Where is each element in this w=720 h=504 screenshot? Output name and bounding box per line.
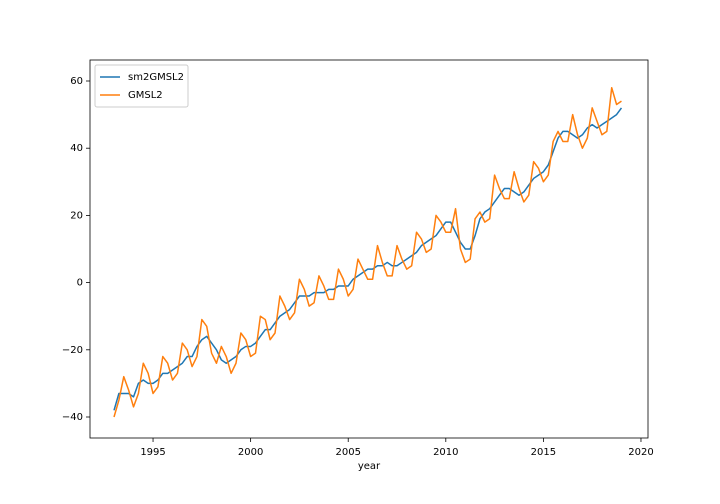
x-tick-label: 2020	[628, 447, 653, 458]
y-tick-label: −40	[62, 412, 83, 423]
x-tick-label: 2010	[433, 447, 458, 458]
x-axis-label: year	[358, 461, 381, 472]
plot-frame	[89, 59, 649, 439]
y-tick-label: 0	[77, 278, 83, 289]
y-tick-label: 60	[70, 76, 83, 87]
y-tick-label: 40	[70, 143, 83, 154]
y-tick-label: −20	[62, 345, 83, 356]
x-tick-label: 2015	[531, 447, 556, 458]
line-series	[113, 86, 622, 418]
x-tick-label: 1995	[140, 447, 165, 458]
x-tick-label: 2005	[335, 447, 360, 458]
legend-label: sm2GMSL2	[128, 72, 184, 83]
legend-box	[94, 64, 189, 108]
y-tick-label: 20	[70, 210, 83, 221]
x-tick-label: 2000	[238, 447, 263, 458]
legend-label: GMSL2	[128, 90, 163, 101]
